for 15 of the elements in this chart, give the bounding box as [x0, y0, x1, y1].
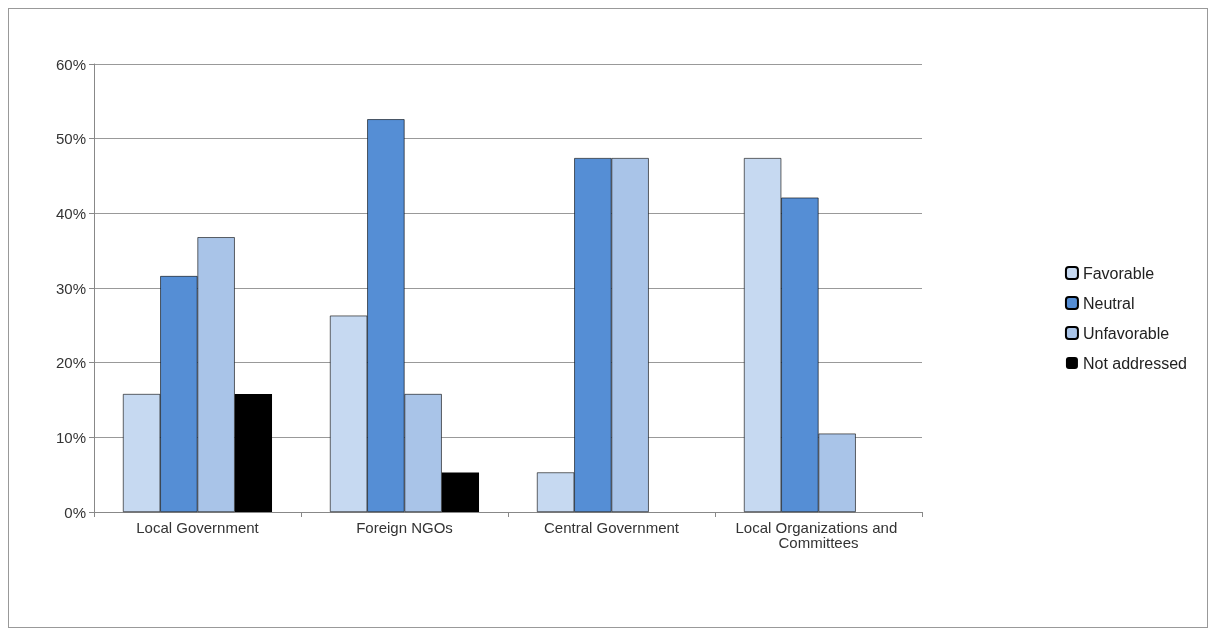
y-tick-label: 10% — [55, 428, 86, 446]
y-tick-label: 30% — [55, 279, 86, 297]
x-tick-label: Local Organizations and Committees — [735, 519, 902, 551]
x-tick-label: Foreign NGOs — [356, 519, 453, 536]
y-tick-label: 40% — [55, 204, 86, 222]
legend-label: Neutral — [1082, 294, 1135, 312]
legend-label: Unfavorable — [1082, 324, 1170, 342]
x-tick-label: Local Government — [136, 519, 260, 536]
y-tick-label: 60% — [55, 55, 86, 73]
y-tick-label: 50% — [55, 130, 86, 148]
x-tick-label: Central Government — [543, 519, 680, 536]
y-tick-label: 20% — [55, 354, 86, 372]
legend-label: Not addressed — [1082, 354, 1187, 372]
legend-label: Favorable — [1082, 264, 1155, 282]
y-tick-label: 0% — [64, 503, 86, 521]
